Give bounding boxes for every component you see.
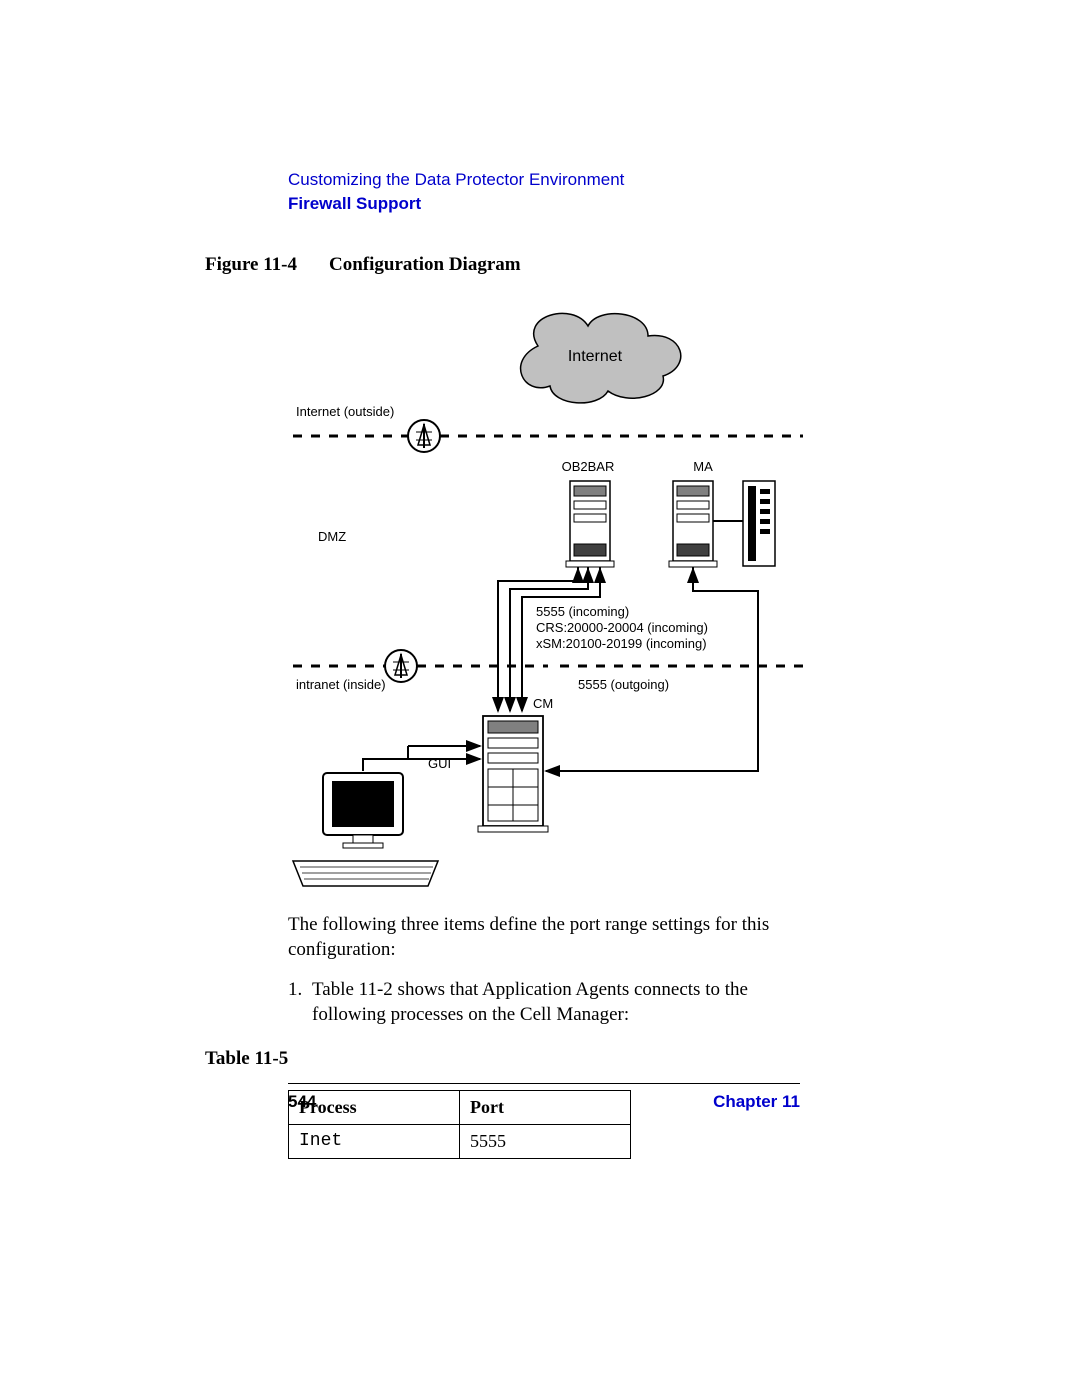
table-row: Inet 5555: [289, 1124, 631, 1158]
internet-cloud-icon: Internet: [521, 313, 681, 403]
gui-cm-links: [363, 746, 480, 771]
figure-label: Figure 11-4: [205, 254, 329, 276]
port-info-text: 5555 (incoming) CRS:20000-20004 (incomin…: [536, 604, 708, 651]
table-cell-port: 5555: [460, 1124, 631, 1158]
configuration-diagram: Internet Internet (outside) DMZ OB2BAR: [288, 301, 808, 891]
list-item-1: 1. Table 11-2 shows that Application Age…: [288, 978, 798, 1027]
chapter-label: Chapter 11: [713, 1092, 800, 1112]
svg-text:MA: MA: [693, 459, 713, 474]
internet-label: Internet: [568, 348, 623, 365]
intro-paragraph: The following three items define the por…: [288, 913, 803, 962]
header-chapter-path: Customizing the Data Protector Environme…: [288, 170, 800, 190]
header-section: Firewall Support: [288, 194, 800, 214]
table-label: Table 11-5: [205, 1048, 329, 1070]
svg-text:5555 (incoming): 5555 (incoming): [536, 604, 629, 619]
firewall-inside-line: intranet (inside): [293, 650, 803, 692]
svg-text:xSM:20100-20199 (incoming): xSM:20100-20199 (incoming): [536, 636, 707, 651]
dmz-label: DMZ: [318, 529, 346, 544]
svg-text:OB2BAR: OB2BAR: [562, 459, 615, 474]
svg-text:intranet (inside): intranet (inside): [296, 677, 386, 692]
port-outgoing-text: 5555 (outgoing): [578, 677, 669, 692]
firewall-outside-line: Internet (outside): [293, 404, 803, 452]
figure-title: Configuration Diagram: [329, 254, 521, 276]
table-cell-process: Inet: [289, 1124, 460, 1158]
svg-text:CM: CM: [533, 696, 553, 711]
cm-server-icon: CM: [478, 696, 553, 832]
page-footer: 544 Chapter 11: [288, 1083, 800, 1112]
ma-server-icon: MA: [669, 459, 717, 567]
svg-text:CRS:20000-20004 (incoming): CRS:20000-20004 (incoming): [536, 620, 708, 635]
ob2bar-server-icon: OB2BAR: [562, 459, 615, 567]
tape-library-icon: [743, 481, 775, 566]
svg-text:Internet (outside): Internet (outside): [296, 404, 394, 419]
gui-workstation-icon: GUI: [293, 756, 451, 886]
page-number: 544: [288, 1092, 316, 1112]
